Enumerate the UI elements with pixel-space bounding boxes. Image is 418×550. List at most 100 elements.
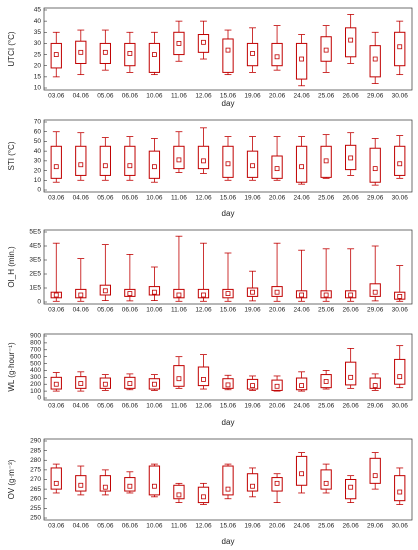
y-tick-label: 2E5: [29, 271, 41, 278]
box: [246, 378, 259, 390]
y-tick-label: 1E5: [29, 285, 41, 292]
median: [225, 161, 231, 167]
y-tick-label: 0: [37, 299, 41, 306]
box: [320, 290, 332, 299]
median: [323, 47, 329, 53]
y-tick-label: 265: [30, 486, 41, 493]
box: [99, 145, 111, 176]
x-tick-label: 04.06: [73, 93, 90, 100]
x-axis-title: day: [222, 537, 235, 546]
median: [225, 486, 231, 492]
y-tick-label: 800: [30, 340, 41, 347]
box: [295, 455, 308, 486]
y-tick-label: 255: [30, 505, 41, 512]
y-tick-label: 300: [30, 374, 41, 381]
median: [225, 382, 231, 388]
x-tick-label: 26.06: [343, 195, 360, 202]
median: [102, 484, 108, 490]
box: [197, 34, 210, 53]
y-tick-label: 270: [30, 476, 41, 483]
median: [176, 292, 182, 298]
median: [53, 52, 59, 57]
median: [372, 473, 378, 479]
median: [348, 37, 354, 43]
box: [246, 287, 259, 297]
box: [197, 145, 210, 170]
y-tick-label: 70: [34, 119, 42, 126]
x-axis-title: day: [222, 209, 235, 218]
x-tick-label: 15.06: [220, 195, 237, 202]
x-axis-title: day: [222, 418, 235, 427]
x-tick-label: 24.06: [293, 93, 310, 100]
x-tick-label: 29.06: [367, 93, 384, 100]
median: [250, 483, 255, 489]
y-axis-title: STI (°C): [7, 141, 16, 170]
median: [397, 293, 403, 299]
median: [176, 376, 182, 382]
median: [78, 292, 84, 298]
y-tick-label: 0: [37, 187, 41, 194]
median: [201, 158, 206, 164]
box: [124, 477, 136, 492]
box: [75, 475, 87, 492]
median: [348, 374, 354, 380]
median: [274, 166, 280, 172]
x-tick-label: 05.06: [97, 403, 114, 410]
y-tick-label: 40: [34, 18, 42, 25]
x-tick-label: 19.06: [244, 403, 261, 410]
x-tick-label: 03.06: [48, 403, 65, 410]
y-tick-label: 5E5: [29, 229, 41, 236]
median: [274, 54, 280, 60]
box: [197, 288, 210, 299]
x-tick-label: 29.06: [367, 195, 384, 202]
box: [197, 486, 210, 504]
x-tick-label: 05.06: [97, 307, 114, 314]
median: [348, 484, 354, 490]
box: [369, 457, 381, 484]
x-tick-label: 11.06: [171, 307, 187, 314]
y-tick-label: 260: [30, 495, 41, 502]
x-tick-label: 29.06: [367, 523, 384, 530]
median: [151, 289, 157, 295]
y-tick-label: 3E5: [29, 257, 41, 264]
x-tick-label: 05.06: [97, 523, 114, 530]
x-tick-label: 26.06: [343, 307, 360, 314]
box: [222, 378, 234, 389]
median: [53, 164, 59, 170]
x-tick-label: 03.06: [48, 523, 65, 530]
box: [295, 42, 308, 80]
box: [246, 42, 259, 67]
median: [372, 166, 378, 172]
box: [246, 150, 259, 178]
median: [348, 155, 354, 161]
box: [320, 145, 332, 178]
y-tick-label: 30: [34, 40, 42, 47]
box: [50, 376, 62, 390]
x-tick-label: 19.06: [244, 195, 261, 202]
y-tick-label: 285: [30, 447, 41, 454]
x-tick-label: 15.06: [220, 403, 237, 410]
box: [50, 145, 62, 179]
median: [299, 383, 305, 389]
x-tick-label: 12.06: [195, 195, 212, 202]
x-tick-label: 25.06: [318, 523, 335, 530]
box: [148, 286, 161, 296]
median: [201, 39, 206, 45]
x-tick-label: 12.06: [195, 307, 212, 314]
median: [299, 56, 305, 62]
median: [274, 480, 280, 486]
x-tick-label: 19.06: [244, 523, 261, 530]
box: [271, 477, 283, 492]
box: [295, 145, 308, 183]
box: [345, 479, 357, 500]
y-tick-label: 50: [34, 138, 42, 145]
box: [271, 155, 283, 179]
median: [299, 164, 305, 170]
median: [323, 379, 329, 384]
x-tick-label: 12.06: [195, 93, 212, 100]
box: [271, 42, 283, 67]
x-tick-label: 03.06: [48, 93, 65, 100]
box: [345, 290, 357, 299]
median: [372, 383, 378, 389]
y-tick-label: 4E5: [29, 243, 41, 250]
